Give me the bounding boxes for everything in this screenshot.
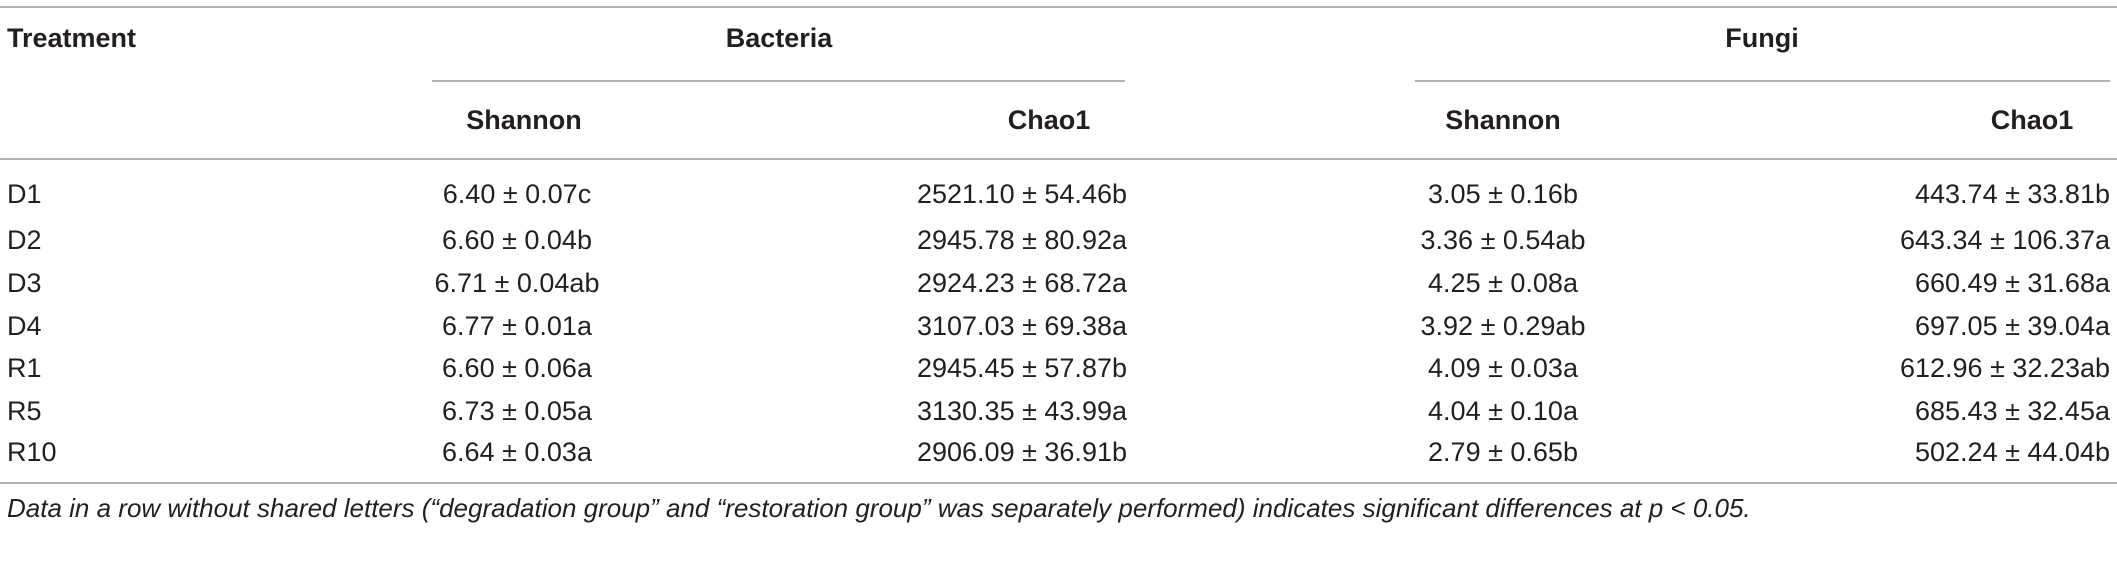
table-cell: 612.96 ± 32.23ab	[1900, 353, 2110, 383]
table-cell: R5	[7, 396, 42, 426]
table-cell: 2521.10 ± 54.46b	[917, 179, 1127, 209]
table-cell: D3	[7, 268, 42, 298]
table-cell: R10	[7, 437, 57, 467]
table-cell: 4.09 ± 0.03a	[1428, 353, 1579, 383]
table-cell: 2945.45 ± 57.87b	[917, 353, 1127, 383]
table-cell: 4.04 ± 0.10a	[1428, 396, 1579, 426]
table-cell: 697.05 ± 39.04a	[1915, 311, 2111, 341]
table-cell: 6.60 ± 0.06a	[442, 353, 593, 383]
header-cell: Treatment	[7, 23, 136, 53]
table-cell: 6.71 ± 0.04ab	[435, 268, 600, 298]
table-cell: 3.05 ± 0.16b	[1428, 179, 1578, 209]
table-cell: 4.25 ± 0.08a	[1428, 268, 1579, 298]
table-cell: 660.49 ± 31.68a	[1915, 268, 2111, 298]
metric-header: Shannon	[1445, 105, 1561, 135]
table-cell: 443.74 ± 33.81b	[1915, 179, 2110, 209]
metric-header: Chao1	[1008, 105, 1091, 135]
table-cell: 6.77 ± 0.01a	[442, 311, 593, 341]
table-cell: 2906.09 ± 36.91b	[917, 437, 1127, 467]
footnote: Data in a row without shared letters (“d…	[7, 493, 1751, 523]
table-cell: 2.79 ± 0.65b	[1428, 437, 1578, 467]
group-header: Bacteria	[726, 23, 834, 53]
table-cell: 2945.78 ± 80.92a	[917, 225, 1128, 255]
table-cell: 3107.03 ± 69.38a	[917, 311, 1128, 341]
table-cell: 685.43 ± 32.45a	[1915, 396, 2111, 426]
metric-header: Shannon	[466, 105, 582, 135]
table-cell: 3130.35 ± 43.99a	[917, 396, 1128, 426]
table-cell: 6.60 ± 0.04b	[442, 225, 592, 255]
table-cell: 643.34 ± 106.37a	[1900, 225, 2111, 255]
group-header: Fungi	[1725, 23, 1798, 53]
table-cell: R1	[7, 353, 42, 383]
table-cell: D1	[7, 179, 42, 209]
table-cell: 6.73 ± 0.05a	[442, 396, 593, 426]
table-cell: 3.36 ± 0.54ab	[1421, 225, 1586, 255]
table-cell: D4	[7, 311, 42, 341]
table-cell: 2924.23 ± 68.72a	[917, 268, 1128, 298]
metric-header: Chao1	[1991, 105, 2074, 135]
table-cell: 502.24 ± 44.04b	[1915, 437, 2110, 467]
table-cell: 6.64 ± 0.03a	[442, 437, 593, 467]
table-cell: 3.92 ± 0.29ab	[1421, 311, 1586, 341]
table-cell: D2	[7, 225, 42, 255]
table-cell: 6.40 ± 0.07c	[443, 179, 591, 209]
